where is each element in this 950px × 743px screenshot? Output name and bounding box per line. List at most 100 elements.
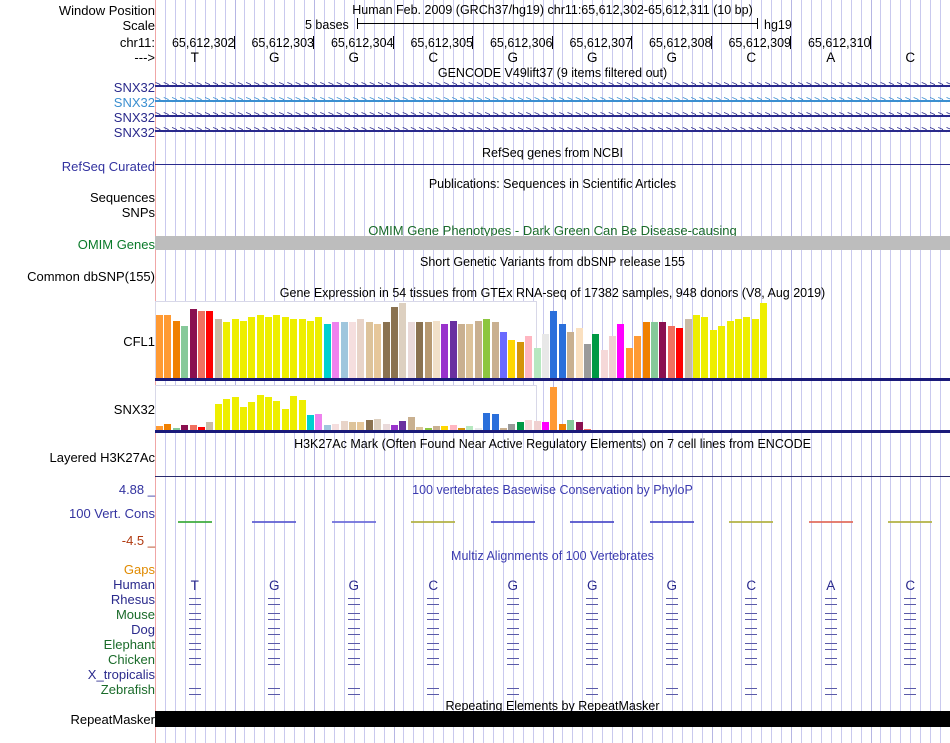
gtex-tissue-bar[interactable] bbox=[718, 326, 726, 379]
gtex-tissue-bar[interactable] bbox=[223, 399, 231, 431]
gtex-tissue-bar[interactable] bbox=[449, 425, 457, 431]
gtex-tissue-bar[interactable] bbox=[424, 428, 432, 431]
gtex-tissue-bar[interactable] bbox=[432, 426, 440, 431]
conservation-bar[interactable] bbox=[177, 521, 212, 523]
gtex-tissue-bar[interactable] bbox=[500, 428, 508, 431]
gtex-tissue-bar[interactable] bbox=[441, 324, 449, 379]
gtex-tissue-bar[interactable] bbox=[307, 320, 315, 379]
conservation-bar[interactable] bbox=[252, 521, 297, 523]
conservation-bar[interactable] bbox=[729, 521, 774, 523]
gtex-tissue-bar[interactable] bbox=[458, 428, 466, 431]
gtex-tissue-bar[interactable] bbox=[348, 322, 356, 379]
gtex-tissue-bar[interactable] bbox=[441, 426, 449, 431]
gtex-bar-chart-snx32[interactable] bbox=[155, 385, 591, 433]
multiz-species-label[interactable]: Rhesus bbox=[110, 592, 155, 607]
gtex-tissue-bar[interactable] bbox=[516, 422, 524, 431]
gtex-tissue-bar[interactable] bbox=[365, 420, 373, 431]
gtex-tissue-bar[interactable] bbox=[651, 322, 659, 379]
gtex-tissue-bar[interactable] bbox=[365, 322, 373, 379]
conservation-bar[interactable] bbox=[331, 521, 376, 523]
gtex-tissue-bar[interactable] bbox=[676, 328, 684, 379]
conservation-label[interactable]: 100 Vert. Cons bbox=[69, 506, 155, 521]
gtex-tissue-bar[interactable] bbox=[399, 302, 407, 379]
gtex-tissue-bar[interactable] bbox=[751, 318, 759, 379]
h3k27ac-label[interactable]: Layered H3K27Ac bbox=[49, 450, 155, 465]
gtex-tissue-bar[interactable] bbox=[374, 418, 382, 431]
gtex-tissue-bar[interactable] bbox=[508, 424, 516, 431]
gtex-tissue-bar[interactable] bbox=[181, 326, 189, 379]
multiz-gaps-label[interactable]: Gaps bbox=[123, 562, 155, 577]
gtex-tissue-bar[interactable] bbox=[575, 422, 583, 431]
gtex-tissue-bar[interactable] bbox=[550, 310, 558, 379]
gtex-tissue-bar[interactable] bbox=[214, 318, 222, 379]
multiz-species-label[interactable]: Chicken bbox=[108, 652, 155, 667]
multiz-species-label[interactable]: Dog bbox=[131, 622, 155, 637]
multiz-species-label[interactable]: Elephant bbox=[103, 637, 155, 652]
conservation-bar[interactable] bbox=[411, 521, 456, 523]
gtex-tissue-bar[interactable] bbox=[265, 316, 273, 379]
gtex-tissue-bar[interactable] bbox=[248, 316, 256, 379]
publications-snps-label[interactable]: SNPs bbox=[121, 205, 155, 220]
gtex-tissue-bar[interactable] bbox=[726, 320, 734, 379]
gtex-tissue-bar[interactable] bbox=[634, 336, 642, 379]
gtex-tissue-bar[interactable] bbox=[390, 425, 398, 431]
multiz-species-label[interactable]: Mouse bbox=[115, 607, 155, 622]
gtex-tissue-bar[interactable] bbox=[541, 334, 549, 379]
gtex-tissue-bar[interactable] bbox=[290, 318, 298, 379]
gtex-tissue-bar[interactable] bbox=[424, 322, 432, 379]
gtex-tissue-bar[interactable] bbox=[315, 413, 323, 431]
gtex-tissue-bar[interactable] bbox=[567, 332, 575, 379]
gtex-tissue-bar[interactable] bbox=[525, 336, 533, 379]
gtex-tissue-bar[interactable] bbox=[290, 395, 298, 431]
gtex-tissue-bar[interactable] bbox=[374, 324, 382, 379]
gtex-tissue-bar[interactable] bbox=[156, 314, 163, 379]
gtex-tissue-bar[interactable] bbox=[332, 322, 340, 379]
gtex-tissue-bar[interactable] bbox=[600, 349, 608, 379]
multiz-species-label[interactable]: X_tropicalis bbox=[87, 667, 155, 682]
gtex-tissue-bar[interactable] bbox=[701, 316, 709, 379]
gtex-tissue-bar[interactable] bbox=[474, 320, 482, 379]
gtex-gene-label-cfl1[interactable]: CFL1 bbox=[123, 334, 155, 349]
gtex-tissue-bar[interactable] bbox=[281, 316, 289, 379]
conservation-bar[interactable] bbox=[808, 521, 853, 523]
gtex-tissue-bar[interactable] bbox=[474, 428, 482, 431]
multiz-species-label[interactable]: Zebrafish bbox=[100, 682, 155, 697]
gtex-tissue-bar[interactable] bbox=[348, 422, 356, 431]
omim-gene-bar[interactable] bbox=[155, 236, 950, 250]
gencode-gene-label[interactable]: SNX32 bbox=[113, 125, 155, 140]
conservation-bar[interactable] bbox=[490, 521, 535, 523]
gtex-tissue-bar[interactable] bbox=[332, 424, 340, 431]
gtex-tissue-bar[interactable] bbox=[541, 422, 549, 431]
gtex-gene-label-snx32[interactable]: SNX32 bbox=[113, 402, 155, 417]
gtex-tissue-bar[interactable] bbox=[508, 340, 516, 379]
gtex-bar-chart-cfl1[interactable] bbox=[155, 301, 768, 381]
gtex-tissue-bar[interactable] bbox=[189, 425, 197, 431]
gtex-tissue-bar[interactable] bbox=[172, 320, 180, 379]
gtex-tissue-bar[interactable] bbox=[449, 320, 457, 379]
gtex-tissue-bar[interactable] bbox=[407, 416, 415, 431]
gtex-tissue-bar[interactable] bbox=[466, 426, 474, 431]
conservation-bar[interactable] bbox=[570, 521, 615, 523]
gtex-tissue-bar[interactable] bbox=[164, 424, 172, 431]
gencode-transcript-row[interactable]: >>>>>>>>>>>>>>>>>>>>>>>>>>>>>>>>>>>>>>>>… bbox=[155, 110, 950, 122]
gencode-transcript-row[interactable]: >>>>>>>>>>>>>>>>>>>>>>>>>>>>>>>>>>>>>>>>… bbox=[155, 80, 950, 92]
gtex-tissue-bar[interactable] bbox=[533, 347, 541, 379]
gtex-tissue-bar[interactable] bbox=[239, 407, 247, 431]
gtex-tissue-bar[interactable] bbox=[382, 322, 390, 379]
gtex-tissue-bar[interactable] bbox=[206, 422, 214, 431]
gencode-gene-label[interactable]: SNX32 bbox=[113, 95, 155, 110]
gtex-tissue-bar[interactable] bbox=[458, 324, 466, 379]
gtex-tissue-bar[interactable] bbox=[164, 314, 172, 379]
refseq-feature-line[interactable] bbox=[155, 164, 950, 165]
gtex-tissue-bar[interactable] bbox=[734, 318, 742, 379]
gtex-tissue-bar[interactable] bbox=[500, 332, 508, 379]
gencode-transcript-row[interactable]: >>>>>>>>>>>>>>>>>>>>>>>>>>>>>>>>>>>>>>>>… bbox=[155, 95, 950, 107]
gtex-tissue-bar[interactable] bbox=[550, 386, 558, 431]
gtex-tissue-bar[interactable] bbox=[206, 310, 214, 379]
dbsnp-label[interactable]: Common dbSNP(155) bbox=[27, 269, 155, 284]
gtex-tissue-bar[interactable] bbox=[525, 419, 533, 431]
gtex-tissue-bar[interactable] bbox=[281, 408, 289, 431]
gtex-tissue-bar[interactable] bbox=[156, 426, 163, 431]
gtex-tissue-bar[interactable] bbox=[659, 322, 667, 379]
conservation-bar[interactable] bbox=[649, 521, 694, 523]
